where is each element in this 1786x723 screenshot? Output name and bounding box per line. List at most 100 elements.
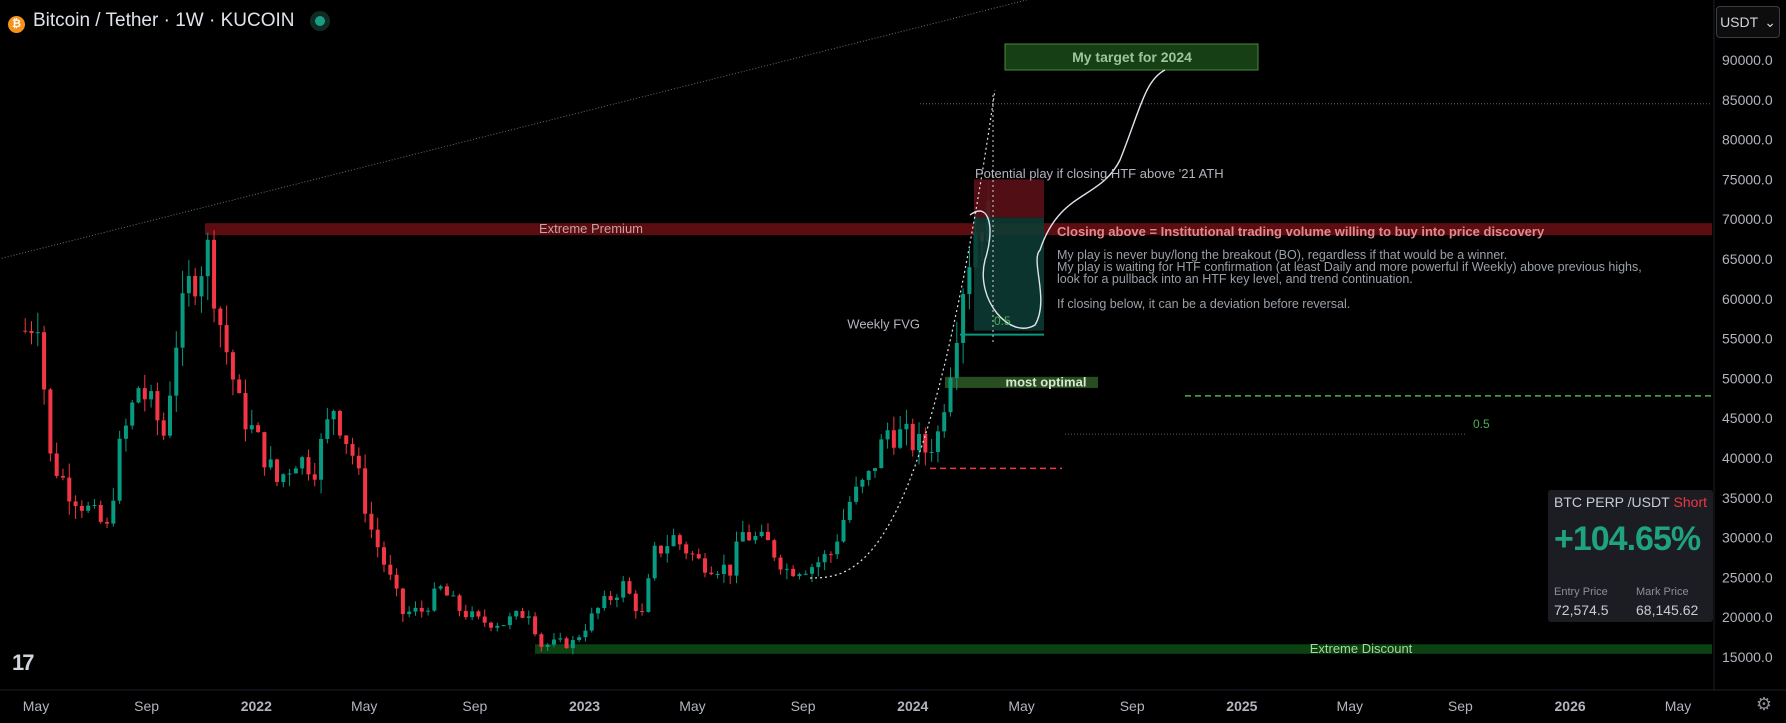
closing-above-note: Closing above = Institutional trading vo… xyxy=(1057,224,1545,239)
position-profit-box xyxy=(974,217,1044,331)
y-tick-label: 30000.0 xyxy=(1722,530,1773,546)
play-note-3: look for a pullback into an HTF key leve… xyxy=(1057,272,1413,286)
candle-body xyxy=(596,607,601,614)
candle-body xyxy=(444,586,449,596)
x-tick-label: Sep xyxy=(134,698,159,714)
candle-body xyxy=(696,554,701,559)
x-tick-label: May xyxy=(1337,698,1363,714)
y-tick-label: 75000.0 xyxy=(1722,171,1773,187)
candle-body xyxy=(526,616,531,618)
candle-body xyxy=(797,574,802,577)
candle-body xyxy=(709,572,714,575)
x-tick-label: Sep xyxy=(791,698,816,714)
candle-body xyxy=(369,513,374,530)
candle-body xyxy=(608,596,613,600)
candle-body xyxy=(300,457,305,469)
candle-body xyxy=(306,457,311,475)
candle-body xyxy=(564,638,569,649)
candle-body xyxy=(948,377,953,413)
closing-below-note: If closing below, it can be a deviation … xyxy=(1057,297,1350,311)
currency-label: USDT xyxy=(1720,14,1759,30)
candle-body xyxy=(507,616,512,626)
zone-label-most-optimal: most optimal xyxy=(1006,374,1087,389)
candle-body xyxy=(319,438,324,480)
candle-body xyxy=(778,557,783,570)
candle-body xyxy=(243,393,248,430)
play-note-2: My play is waiting for HTF confirmation … xyxy=(1057,260,1642,274)
currency-selector[interactable]: USDT ⌄ xyxy=(1716,6,1780,38)
x-tick-label: May xyxy=(23,698,49,714)
candle-body xyxy=(898,429,903,448)
candle-body xyxy=(860,479,865,487)
candle-body xyxy=(262,432,267,468)
chart-header: ₿ Bitcoin / Tether · 1W · KUCOIN xyxy=(8,8,325,34)
candle-body xyxy=(186,275,191,294)
candle-body xyxy=(954,342,959,378)
symbol-title[interactable]: Bitcoin / Tether · 1W · KUCOIN xyxy=(33,10,295,31)
zone-extreme-premium xyxy=(205,223,1712,236)
candle-body xyxy=(879,439,884,469)
position-symbol: BTC PERP /USDT xyxy=(1554,494,1670,510)
candle-body xyxy=(218,308,223,326)
candle-body xyxy=(149,391,154,400)
zone-label-weekly-fvg: Weekly FVG xyxy=(847,317,920,332)
zone-label-extreme-premium: Extreme Premium xyxy=(539,221,643,236)
position-card[interactable]: BTC PERP /USDT Short +104.65% Entry Pric… xyxy=(1548,490,1713,622)
candle-body xyxy=(205,239,210,277)
candle-body xyxy=(167,395,172,436)
candle-body xyxy=(520,611,525,618)
position-risk-box xyxy=(974,179,1044,218)
candle-body xyxy=(230,352,235,380)
candle-body xyxy=(614,597,619,600)
candle-body xyxy=(155,391,160,421)
x-tick-label: May xyxy=(679,698,705,714)
candle-body xyxy=(923,433,928,453)
candle-body xyxy=(690,553,695,555)
market-status-icon[interactable] xyxy=(314,16,325,26)
candle-body xyxy=(816,562,821,568)
candle-body xyxy=(482,616,487,623)
candle-body xyxy=(810,567,815,574)
x-tick-label: 2025 xyxy=(1226,698,1257,714)
candle-body xyxy=(841,519,846,542)
position-pnl: +104.65% xyxy=(1554,520,1701,558)
candle-body xyxy=(866,470,871,480)
candle-body xyxy=(476,611,481,617)
candle-body xyxy=(193,275,198,297)
zone-extreme-discount xyxy=(535,644,1712,654)
candle-body xyxy=(180,293,185,348)
candle-body xyxy=(123,425,128,439)
candle-body xyxy=(438,586,443,589)
y-tick-label: 50000.0 xyxy=(1722,370,1773,386)
candle-body xyxy=(652,545,657,579)
candle-body xyxy=(885,430,890,440)
tradingview-logo-icon[interactable]: 17 xyxy=(12,650,35,675)
candle-body xyxy=(967,267,972,295)
gear-icon[interactable]: ⚙ xyxy=(1755,694,1772,714)
candle-body xyxy=(835,541,840,555)
candle-body xyxy=(111,500,116,524)
candle-body xyxy=(249,425,254,430)
candle-body xyxy=(684,544,689,554)
candle-body xyxy=(161,420,166,436)
candle-body xyxy=(784,568,789,570)
candle-body xyxy=(325,419,330,439)
candle-body xyxy=(577,637,582,640)
candle-body xyxy=(721,564,726,575)
mark-price-value: 68,145.62 xyxy=(1636,602,1699,618)
candle-body xyxy=(42,332,47,390)
target-label: My target for 2024 xyxy=(1072,49,1192,65)
candle-body xyxy=(551,639,556,645)
candle-body xyxy=(489,622,494,628)
candle-body xyxy=(942,412,947,432)
candle-body xyxy=(671,535,676,547)
candle-body xyxy=(98,505,103,522)
candle-body xyxy=(904,423,909,430)
y-tick-label: 60000.0 xyxy=(1722,291,1773,307)
candle-body xyxy=(728,564,733,576)
candle-body xyxy=(539,634,544,647)
candle-body xyxy=(79,506,84,511)
candle-body xyxy=(356,455,361,469)
candle-body xyxy=(747,532,752,541)
